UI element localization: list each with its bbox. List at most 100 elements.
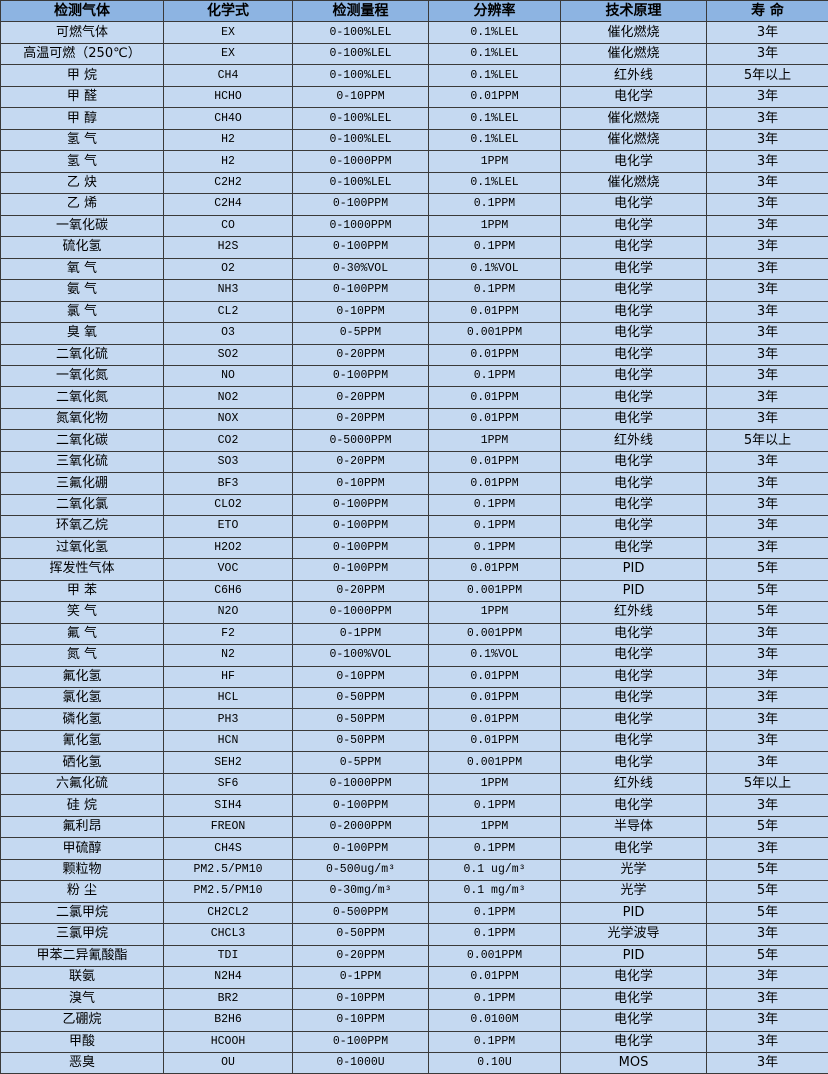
cell-resolution: 0.01PPM [428,85,561,109]
cell-principle: 光学 [560,858,707,882]
cell-principle: 红外线 [560,772,707,796]
cell-lifespan: 3年 [706,214,828,238]
cell-chemical-formula: F2 [163,622,293,646]
table-row: 一氧化氮 NO 0-100PPM 0.1PPM 电化学 3年 [0,364,828,388]
cell-resolution: 1PPM [428,815,561,839]
cell-gas-name: 溴气 [0,987,164,1011]
cell-chemical-formula: NOX [163,407,293,431]
cell-resolution: 0.01PPM [428,386,561,409]
cell-lifespan: 3年 [706,751,828,774]
cell-lifespan: 3年 [706,450,828,474]
cell-gas-name: 氟利昂 [0,815,164,839]
cell-resolution: 1PPM [428,429,561,452]
cell-measuring-range: 0-1000PPM [292,214,429,238]
cell-principle: 电化学 [560,837,707,860]
cell-lifespan: 3年 [706,85,828,109]
cell-principle: 电化学 [560,515,707,538]
table-row: 二氧化碳 CO2 0-5000PPM 1PPM 红外线 5年以上 [0,429,828,452]
cell-lifespan: 3年 [706,1051,828,1074]
cell-resolution: 0.1%LEL [428,107,561,130]
cell-lifespan: 5年 [706,901,828,925]
cell-measuring-range: 0-100PPM [292,837,429,860]
cell-lifespan: 3年 [706,21,828,44]
table-row: 过氧化氢 H2O2 0-100PPM 0.1PPM 电化学 3年 [0,536,828,560]
table-row: 氟化氢 HF 0-10PPM 0.01PPM 电化学 3年 [0,665,828,689]
cell-principle: 电化学 [560,1009,707,1032]
header-resolution: 分辨率 [428,0,561,23]
cell-gas-name: 氢 气 [0,128,164,152]
table-row: 环氧乙烷 ETO 0-100PPM 0.1PPM 电化学 3年 [0,515,828,538]
cell-chemical-formula: H2 [163,128,293,152]
cell-resolution: 0.0100M [428,1009,561,1032]
cell-gas-name: 氨 气 [0,279,164,302]
cell-principle: 电化学 [560,279,707,302]
cell-principle: 电化学 [560,794,707,817]
table-row: 氧 气 O2 0-30%VOL 0.1%VOL 电化学 3年 [0,257,828,281]
cell-resolution: 0.1PPM [428,364,561,388]
cell-measuring-range: 0-30mg/m³ [292,880,429,903]
cell-principle: 电化学 [560,644,707,667]
table-row: 甲苯二异氰酸酯 TDI 0-20PPM 0.001PPM PID 5年 [0,944,828,968]
cell-measuring-range: 0-100%LEL [292,64,429,87]
cell-chemical-formula: C2H2 [163,171,293,195]
cell-chemical-formula: CH4 [163,64,293,87]
table-row: 三氧化硫 SO3 0-20PPM 0.01PPM 电化学 3年 [0,450,828,474]
cell-chemical-formula: H2S [163,236,293,259]
cell-measuring-range: 0-100PPM [292,515,429,538]
cell-resolution: 1PPM [428,214,561,238]
table-row: 甲酸 HCOOH 0-100PPM 0.1PPM 电化学 3年 [0,1030,828,1053]
cell-chemical-formula: SO3 [163,450,293,474]
cell-lifespan: 3年 [706,171,828,195]
cell-gas-name: 乙 炔 [0,171,164,195]
cell-chemical-formula: H2 [163,150,293,173]
cell-chemical-formula: O2 [163,257,293,281]
cell-lifespan: 3年 [706,150,828,173]
cell-resolution: 0.1%LEL [428,171,561,195]
cell-gas-name: 一氧化碳 [0,214,164,238]
table-row: 氟 气 F2 0-1PPM 0.001PPM 电化学 3年 [0,622,828,646]
cell-principle: PID [560,558,707,581]
cell-resolution: 0.1%LEL [428,42,561,66]
cell-lifespan: 3年 [706,708,828,731]
table-row: 甲 烷 CH4 0-100%LEL 0.1%LEL 红外线 5年以上 [0,64,828,87]
cell-chemical-formula: NO2 [163,386,293,409]
cell-chemical-formula: PM2.5/PM10 [163,880,293,903]
cell-gas-name: 氟 气 [0,622,164,646]
cell-gas-name: 挥发性气体 [0,558,164,581]
cell-resolution: 0.1 mg/m³ [428,880,561,903]
cell-lifespan: 5年 [706,944,828,968]
cell-principle: 电化学 [560,214,707,238]
cell-gas-name: 乙硼烷 [0,1009,164,1032]
cell-measuring-range: 0-20PPM [292,386,429,409]
cell-chemical-formula: O3 [163,322,293,345]
cell-lifespan: 3年 [706,493,828,517]
table-row: 甲 醛 HCHO 0-10PPM 0.01PPM 电化学 3年 [0,85,828,109]
cell-gas-name: 甲 醇 [0,107,164,130]
cell-measuring-range: 0-10PPM [292,472,429,495]
cell-lifespan: 3年 [706,42,828,66]
cell-resolution: 0.001PPM [428,751,561,774]
table-row: 二氧化硫 SO2 0-20PPM 0.01PPM 电化学 3年 [0,343,828,366]
cell-lifespan: 3年 [706,322,828,345]
cell-measuring-range: 0-100%LEL [292,107,429,130]
cell-chemical-formula: CO2 [163,429,293,452]
table-row: 乙 炔 C2H2 0-100%LEL 0.1%LEL 催化燃烧 3年 [0,171,828,195]
cell-gas-name: 乙 烯 [0,193,164,216]
cell-resolution: 0.01PPM [428,665,561,689]
cell-principle: 电化学 [560,493,707,517]
cell-gas-name: 恶臭 [0,1051,164,1074]
cell-resolution: 0.001PPM [428,579,561,603]
cell-lifespan: 3年 [706,794,828,817]
cell-principle: 电化学 [560,407,707,431]
cell-principle: PID [560,901,707,925]
cell-lifespan: 3年 [706,386,828,409]
cell-principle: 半导体 [560,815,707,839]
cell-chemical-formula: OU [163,1051,293,1074]
table-row: 颗粒物 PM2.5/PM10 0-500ug/m³ 0.1 ug/m³ 光学 5年 [0,858,828,882]
cell-lifespan: 3年 [706,128,828,152]
cell-measuring-range: 0-1000U [292,1051,429,1074]
table-row: 硫化氢 H2S 0-100PPM 0.1PPM 电化学 3年 [0,236,828,259]
cell-gas-name: 二氧化氯 [0,493,164,517]
cell-gas-name: 粉 尘 [0,880,164,903]
cell-chemical-formula: FREON [163,815,293,839]
